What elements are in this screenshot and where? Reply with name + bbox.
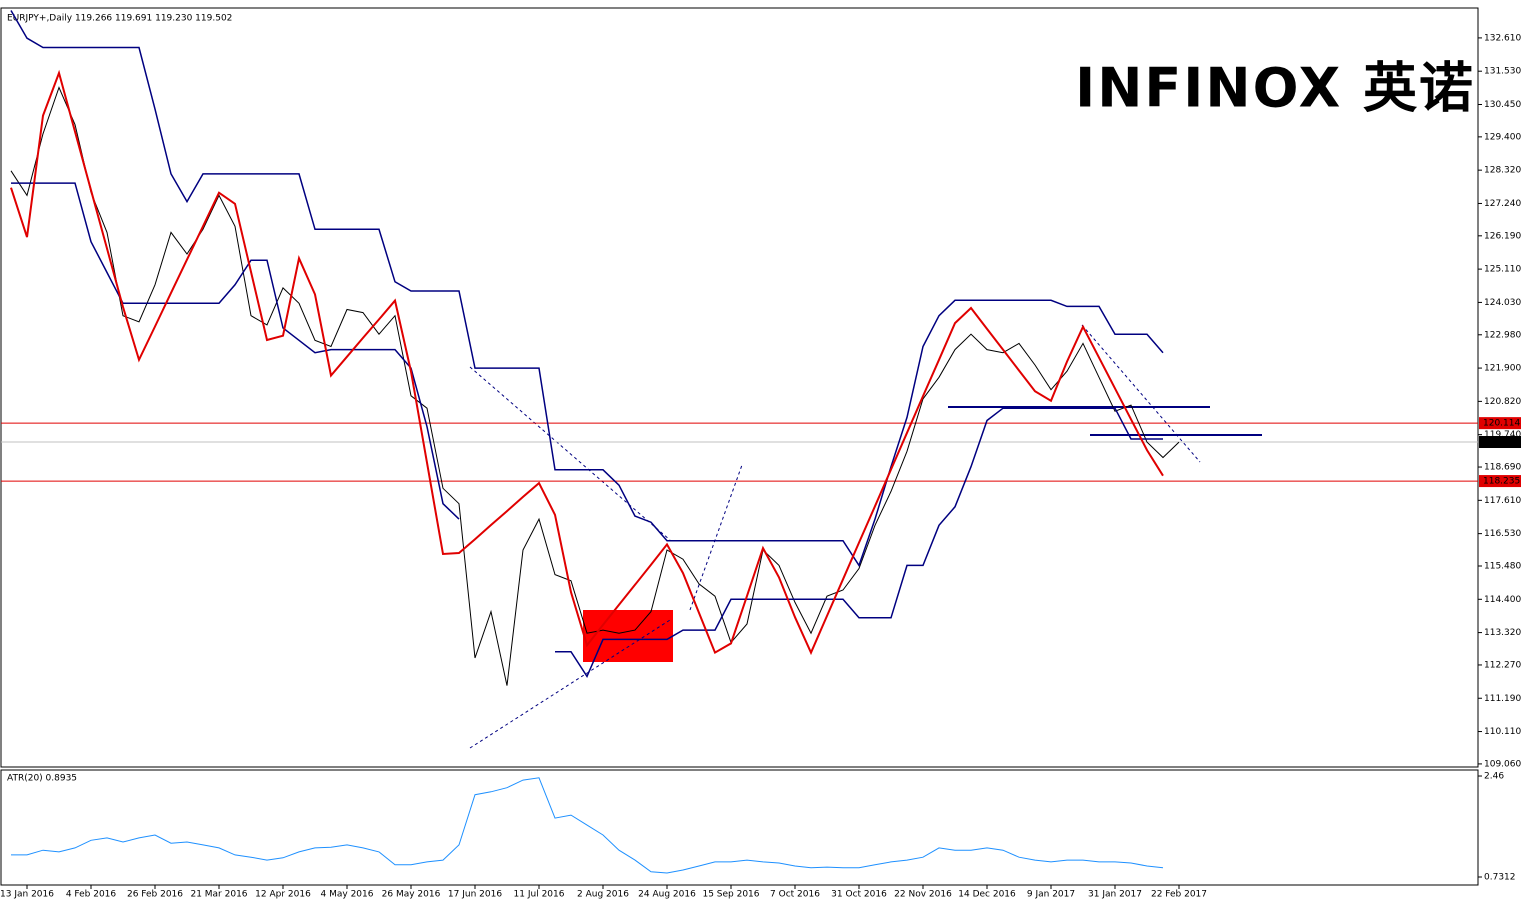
x-tick-label: 22 Nov 2016	[894, 890, 952, 900]
y-tick-label: 117.610	[1484, 496, 1521, 506]
y-tick-label: 116.530	[1484, 529, 1521, 539]
y-tick-label: 130.450	[1484, 100, 1521, 110]
x-tick-label: 9 Jan 2017	[1027, 890, 1075, 900]
price-label-box	[1479, 475, 1521, 488]
price-pane	[0, 7, 1479, 768]
y-tick-label: 129.400	[1484, 132, 1521, 142]
y-tick-label: 122.980	[1484, 330, 1521, 340]
x-tick-label: 4 Feb 2016	[66, 890, 117, 900]
y-tick-label: 111.190	[1484, 694, 1521, 704]
price-label-box	[1479, 417, 1521, 430]
price-label: 119.502	[1483, 438, 1520, 448]
x-tick-label: 12 Apr 2016	[255, 890, 311, 900]
y-tick-label: 114.400	[1484, 595, 1521, 605]
y-tick-label: 112.270	[1484, 660, 1521, 670]
x-tick-label: 15 Sep 2016	[702, 890, 759, 900]
y-tick-label: 115.480	[1484, 561, 1521, 571]
price-label: 120.114	[1483, 419, 1520, 429]
x-tick-label: 22 Feb 2017	[1151, 890, 1207, 900]
x-tick-label: 4 May 2016	[321, 890, 374, 900]
y-tick-label: 128.320	[1484, 166, 1521, 176]
price-label-box	[1479, 436, 1521, 449]
series-line	[10, 86, 1180, 686]
x-tick-label: 2 Aug 2016	[577, 890, 629, 900]
y-tick-label: 132.610	[1484, 33, 1521, 43]
x-tick-label: 13 Jan 2016	[0, 890, 54, 900]
y-tick-label: 131.530	[1484, 67, 1521, 77]
y-tick-label: 0.7312	[1484, 872, 1516, 882]
logo: INFINOX 英诺	[1075, 57, 1475, 120]
atr-title: ATR(20) 0.8935	[7, 774, 77, 784]
y-tick-label: 110.110	[1484, 727, 1521, 737]
highlight-box	[583, 610, 673, 662]
x-tick-label: 26 May 2016	[382, 890, 441, 900]
y-tick-label: 126.190	[1484, 231, 1521, 241]
y-tick-label: 124.030	[1484, 298, 1521, 308]
series-line	[11, 182, 1163, 678]
x-tick-label: 24 Aug 2016	[638, 890, 696, 900]
y-tick-label: 121.900	[1484, 364, 1521, 374]
y-tick-label: 118.690	[1484, 463, 1521, 473]
x-tick-label: 7 Oct 2016	[770, 890, 820, 900]
x-tick-label: 17 Jun 2016	[448, 890, 502, 900]
atr-pane	[0, 769, 1479, 886]
y-tick-label: 113.320	[1484, 628, 1521, 638]
series-line	[11, 777, 1164, 874]
series-line	[10, 10, 1164, 568]
x-tick-label: 11 Jul 2016	[514, 890, 565, 900]
trendlines	[469, 324, 1201, 749]
y-tick-label: 125.110	[1484, 265, 1521, 275]
y-tick-label: 2.46	[1484, 772, 1504, 782]
x-tick-label: 26 Feb 2016	[127, 890, 183, 900]
y-tick-label: 119.740	[1484, 430, 1521, 440]
x-tick-label: 14 Dec 2016	[958, 890, 1016, 900]
price-label: 118.235	[1483, 477, 1520, 487]
series-line	[10, 69, 1164, 656]
chart-title: EURJPY+,Daily 119.266 119.691 119.230 11…	[7, 14, 232, 24]
y-tick-label: 109.060	[1484, 759, 1521, 769]
x-tick-label: 31 Jan 2017	[1088, 890, 1142, 900]
y-tick-label: 120.820	[1484, 397, 1521, 407]
x-tick-label: 21 Mar 2016	[190, 890, 247, 900]
drawn-levels	[948, 406, 1262, 436]
y-tick-label: 127.240	[1484, 199, 1521, 209]
x-tick-label: 31 Oct 2016	[831, 890, 887, 900]
